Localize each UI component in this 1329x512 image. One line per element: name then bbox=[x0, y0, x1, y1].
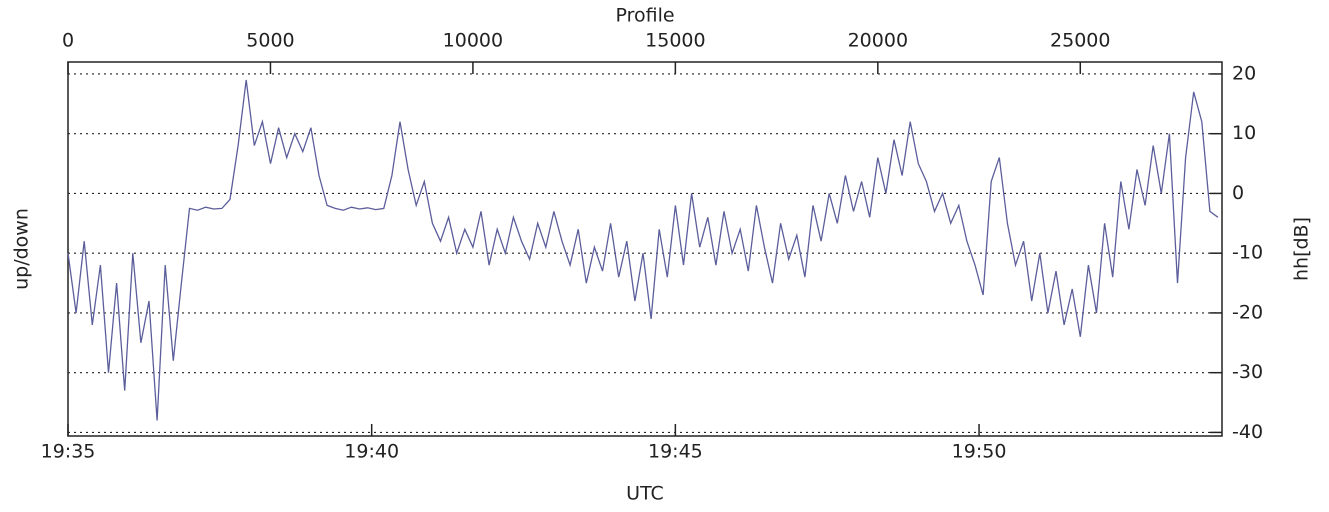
y2-tick-label: 10 bbox=[1232, 122, 1256, 144]
x2-axis-title: Profile bbox=[615, 5, 674, 27]
y2-tick-label: -20 bbox=[1232, 301, 1263, 323]
x2-tick-label: 20000 bbox=[848, 30, 908, 52]
x2-tick-label: 15000 bbox=[645, 30, 705, 52]
x2-tick-label: 10000 bbox=[443, 30, 503, 52]
x2-tick-label: 25000 bbox=[1050, 30, 1110, 52]
x-tick-label: 19:45 bbox=[648, 441, 703, 463]
x-tick-label: 19:35 bbox=[41, 441, 96, 463]
plot-frame bbox=[67, 61, 1223, 437]
y2-tick-label: -30 bbox=[1232, 361, 1263, 383]
x-tick-label: 19:40 bbox=[344, 441, 399, 463]
x-tick-label: 19:50 bbox=[952, 441, 1007, 463]
data-line bbox=[67, 79, 1219, 421]
y2-tick-label: -10 bbox=[1232, 242, 1263, 264]
y2-axis-title: hh[dB] bbox=[1291, 217, 1313, 281]
y-axis-title: up/down bbox=[11, 208, 33, 290]
y2-tick-label: 20 bbox=[1232, 62, 1256, 84]
x2-tick-label: 5000 bbox=[246, 30, 294, 52]
x-axis-title: UTC bbox=[626, 483, 664, 505]
y2-tick-label: 0 bbox=[1232, 182, 1244, 204]
y2-tick-label: -40 bbox=[1232, 421, 1263, 443]
x2-tick-label: 0 bbox=[62, 30, 74, 52]
